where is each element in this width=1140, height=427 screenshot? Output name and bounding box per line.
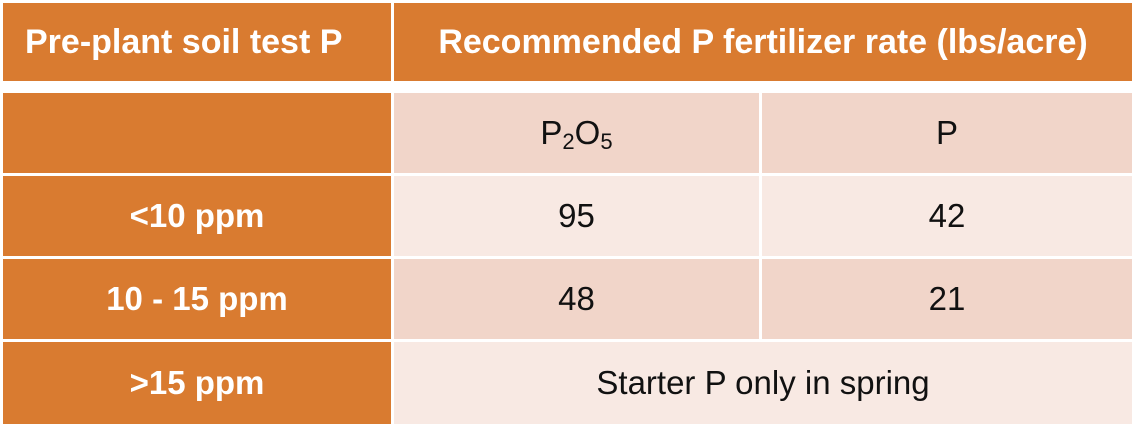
p2o5-sub-5: 5 xyxy=(600,129,613,154)
subheader-empty-cell xyxy=(0,90,394,176)
cell-p2o5: 95 xyxy=(391,173,762,259)
row-label: >15 ppm xyxy=(0,339,394,427)
header-soil-test: Pre-plant soil test P xyxy=(0,0,394,84)
header-row: Pre-plant soil test P Recommended P fert… xyxy=(0,0,1136,84)
cell-p: 21 xyxy=(758,256,1136,342)
table-row: 10 - 15 ppm 48 21 xyxy=(0,256,1136,342)
spacer-cell xyxy=(1,82,1134,92)
row-label: 10 - 15 ppm xyxy=(0,256,394,342)
p2o5-sub-2: 2 xyxy=(562,129,575,154)
subheader-p: P xyxy=(758,90,1136,176)
cell-p: 42 xyxy=(758,173,1136,259)
cell-merged-note: Starter P only in spring xyxy=(390,339,1136,427)
table-row: >15 ppm Starter P only in spring xyxy=(0,339,1136,427)
subheader-row: P2O5 P xyxy=(0,90,1136,176)
header-recommended-rate: Recommended P fertilizer rate (lbs/acre) xyxy=(390,0,1136,84)
subheader-p2o5: P2O5 xyxy=(391,90,762,176)
cell-p2o5: 48 xyxy=(391,256,762,342)
p2o5-base-o: O xyxy=(574,114,601,151)
row-label: <10 ppm xyxy=(0,173,394,259)
p2o5-base-p: P xyxy=(540,114,563,151)
table-row: <10 ppm 95 42 xyxy=(0,173,1136,259)
header-spacer xyxy=(1,82,1134,92)
